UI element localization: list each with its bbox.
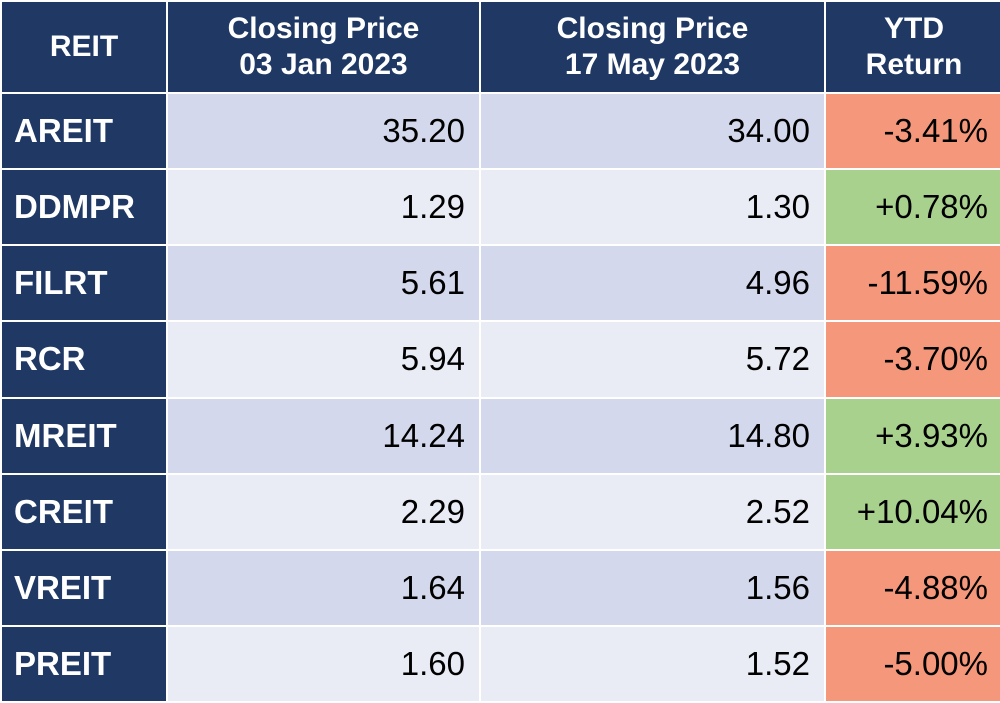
closing-price-may: 4.96: [481, 246, 824, 321]
header-may-line2: 17 May 2023: [564, 48, 741, 81]
ytd-return: +3.93%: [826, 398, 1000, 473]
closing-price-jan: 1.60: [168, 626, 479, 701]
reit-name: PREIT: [2, 626, 166, 701]
closing-price-may: 34.00: [481, 94, 824, 169]
table-row: DDMPR 1.29 1.30 +0.78%: [2, 170, 1000, 245]
table-row: VREIT 1.64 1.56 -4.88%: [2, 550, 1000, 625]
reit-name: RCR: [2, 322, 166, 397]
closing-price-jan: 2.29: [168, 474, 479, 549]
ytd-return: +0.78%: [826, 170, 1000, 245]
header-jan-line2: 03 Jan 2023: [239, 48, 408, 81]
header-ytd-line1: YTD: [884, 12, 944, 45]
reit-name: DDMPR: [2, 170, 166, 245]
header-reit: REIT: [2, 2, 166, 92]
closing-price-may: 5.72: [481, 322, 824, 397]
reit-name: AREIT: [2, 94, 166, 169]
header-closing-price-may: Closing Price 17 May 2023: [481, 2, 824, 92]
header-jan-line1: Closing Price: [227, 12, 420, 45]
ytd-return: -4.88%: [826, 550, 1000, 625]
reit-name: VREIT: [2, 550, 166, 625]
ytd-return: -11.59%: [826, 246, 1000, 321]
closing-price-jan: 14.24: [168, 398, 479, 473]
closing-price-jan: 5.94: [168, 322, 479, 397]
closing-price-jan: 5.61: [168, 246, 479, 321]
closing-price-may: 1.52: [481, 626, 824, 701]
header-reit-label: REIT: [49, 30, 119, 63]
ytd-return: -3.70%: [826, 322, 1000, 397]
table-row: CREIT 2.29 2.52 +10.04%: [2, 474, 1000, 549]
table-body: AREIT 35.20 34.00 -3.41% DDMPR 1.29 1.30…: [2, 94, 1000, 701]
table-row: MREIT 14.24 14.80 +3.93%: [2, 398, 1000, 473]
closing-price-jan: 35.20: [168, 94, 479, 169]
table-header: REIT Closing Price 03 Jan 2023 Closing P…: [2, 2, 1000, 92]
table-row: RCR 5.94 5.72 -3.70%: [2, 322, 1000, 397]
reit-name: FILRT: [2, 246, 166, 321]
ytd-return: -5.00%: [826, 626, 1000, 701]
ytd-return: -3.41%: [826, 94, 1000, 169]
closing-price-may: 1.30: [481, 170, 824, 245]
table-row: AREIT 35.20 34.00 -3.41%: [2, 94, 1000, 169]
header-ytd-line2: Return: [865, 48, 963, 81]
reit-name: MREIT: [2, 398, 166, 473]
header-may-line1: Closing Price: [556, 12, 749, 45]
closing-price-jan: 1.29: [168, 170, 479, 245]
closing-price-may: 2.52: [481, 474, 824, 549]
ytd-return: +10.04%: [826, 474, 1000, 549]
closing-price-jan: 1.64: [168, 550, 479, 625]
closing-price-may: 1.56: [481, 550, 824, 625]
table-row: PREIT 1.60 1.52 -5.00%: [2, 626, 1000, 701]
table-row: FILRT 5.61 4.96 -11.59%: [2, 246, 1000, 321]
header-row: REIT Closing Price 03 Jan 2023 Closing P…: [2, 2, 1000, 92]
closing-price-may: 14.80: [481, 398, 824, 473]
reit-name: CREIT: [2, 474, 166, 549]
header-ytd-return: YTD Return: [826, 2, 1000, 92]
header-closing-price-jan: Closing Price 03 Jan 2023: [168, 2, 479, 92]
